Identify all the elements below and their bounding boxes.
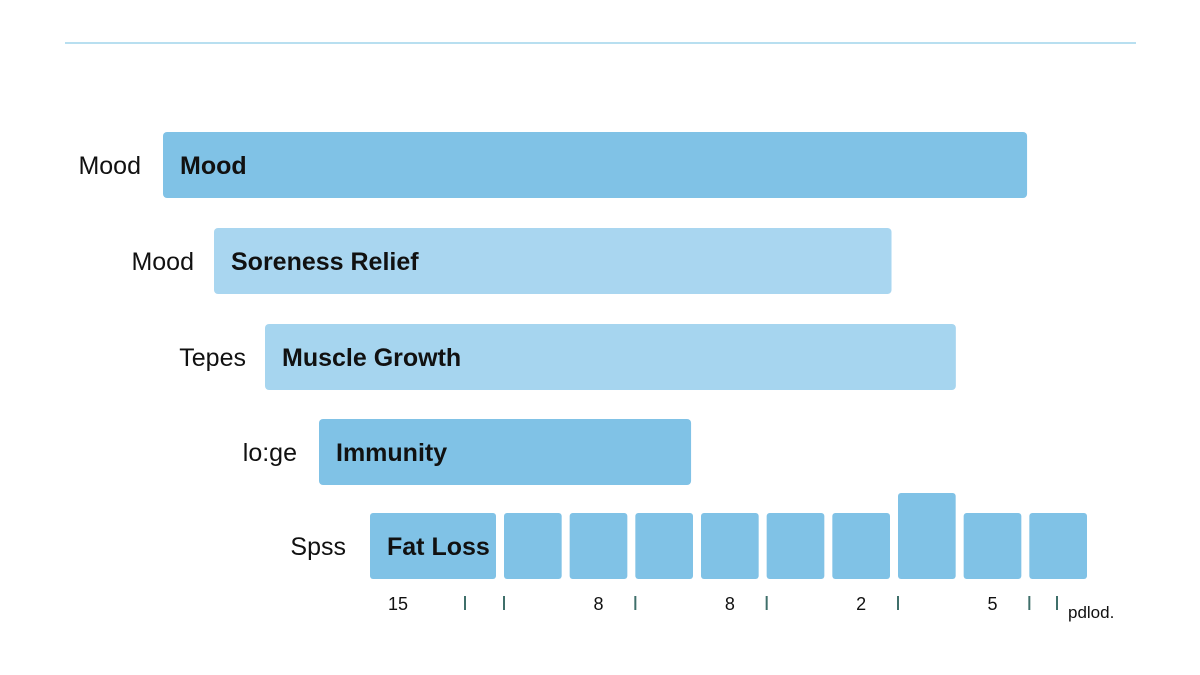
segment-bar bbox=[832, 513, 890, 579]
x-tick-label: 15 bbox=[388, 594, 408, 614]
bar-label: Muscle Growth bbox=[282, 344, 461, 372]
category-label: Mood bbox=[78, 152, 141, 180]
bar bbox=[214, 228, 892, 294]
x-tick-label: 8 bbox=[593, 594, 603, 614]
x-axis-note: pdlod. bbox=[1068, 603, 1114, 622]
segment-bar bbox=[963, 513, 1022, 579]
bar-label: Fat Loss bbox=[387, 533, 490, 561]
segment-bar bbox=[1029, 513, 1087, 579]
bar-label: Immunity bbox=[336, 439, 447, 467]
segment-bar bbox=[701, 513, 759, 579]
segment-bar bbox=[898, 493, 956, 579]
x-tick-label: 2 bbox=[856, 594, 866, 614]
bar bbox=[319, 419, 692, 485]
segment-bar bbox=[370, 513, 496, 579]
segment-bar bbox=[504, 513, 562, 579]
x-tick-label: 8 bbox=[725, 594, 735, 614]
bar-label: Soreness Relief bbox=[231, 248, 419, 276]
segment-bar bbox=[635, 513, 693, 579]
segment-bar bbox=[766, 513, 825, 579]
bar bbox=[265, 324, 956, 390]
category-label: Mood bbox=[131, 248, 194, 276]
x-tick-label: 5 bbox=[987, 594, 997, 614]
bar-label: Mood bbox=[180, 152, 247, 180]
ticks-group: 15 8 8 2 5 bbox=[388, 594, 1058, 614]
segment-bar bbox=[569, 513, 628, 579]
category-label: Spss bbox=[290, 533, 346, 561]
category-label: Tepes bbox=[179, 344, 246, 372]
bar bbox=[163, 132, 1028, 198]
category-label: lo:ge bbox=[243, 439, 297, 467]
segments-group: Fat Loss bbox=[370, 493, 1087, 579]
bars-group: Mood Mood Mood Soreness Relief Tepes Muscle G… bbox=[78, 132, 1028, 561]
